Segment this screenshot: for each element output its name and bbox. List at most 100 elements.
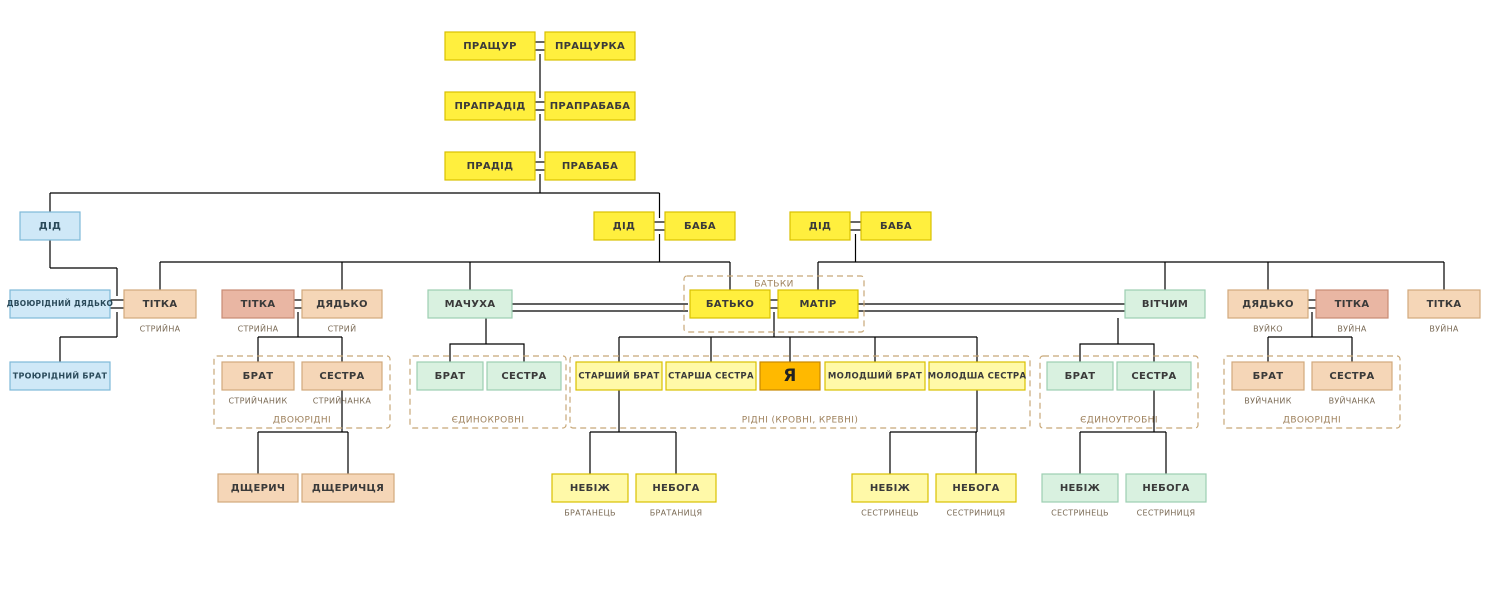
node-brat_dv_r: БРАТ ВУЙЧАНИК [1232, 362, 1304, 406]
node-nebizh3: НЕБІЖ СЕСТРИНЕЦЬ [1042, 474, 1118, 518]
node-sub-dyadko_r: ВУЙКО [1253, 323, 1283, 334]
node-label-dshcherych: ДЩЕРИЧ [231, 483, 286, 494]
node-label-st_brat: СТАРШИЙ БРАТ [578, 370, 659, 382]
node-label-dshcherychtsya: ДЩЕРИЧЦЯ [312, 483, 384, 494]
node-label-prashchur: ПРАЩУР [463, 41, 517, 52]
node-sestra_dv_l: СЕСТРА СТРИЙЧАНКА [302, 362, 382, 406]
node-label-neboga1: НЕБОГА [652, 483, 699, 494]
node-ya: Я [760, 362, 820, 390]
node-label-ya: Я [783, 366, 796, 386]
node-sub-brat_dv_l: СТРИЙЧАНИК [229, 395, 288, 406]
node-sub-titka_l2: СТРИЙНА [238, 323, 279, 334]
node-prapradid: ПРАПРАДІД [445, 92, 535, 120]
node-label-vitchym: ВІТЧИМ [1142, 299, 1188, 310]
node-troy_brat: ТРОЮРІДНИЙ БРАТ [10, 362, 110, 390]
node-label-praprababa: ПРАПРАБАБА [550, 101, 631, 112]
node-vitchym: ВІТЧИМ [1125, 290, 1205, 318]
node-sub-neboga2: СЕСТРИНИЦЯ [947, 509, 1006, 518]
node-sub-nebizh3: СЕСТРИНЕЦЬ [1051, 509, 1109, 518]
node-praprababa: ПРАПРАБАБА [545, 92, 635, 120]
node-label-batko: БАТЬКО [706, 299, 754, 310]
node-titka_r2: ТІТКАВУЙНА [1408, 290, 1480, 334]
node-label-st_sestra: СТАРША СЕСТРА [668, 372, 754, 382]
node-label-titka_l1: ТІТКА [143, 299, 178, 310]
node-titka_l1: ТІТКА СТРИЙНА [124, 290, 196, 334]
node-label-matir: МАТІР [799, 299, 836, 310]
node-sestra_dv_r: СЕСТРА ВУЙЧАНКА [1312, 362, 1392, 406]
node-label-dyadko_r: ДЯДЬКО [1242, 299, 1294, 310]
node-sub-brat_dv_r: ВУЙЧАНИК [1244, 395, 1291, 406]
node-dshcherychtsya: ДЩЕРИЧЦЯ [302, 474, 394, 502]
node-titka_r1: ТІТКА ВУЙНА [1316, 290, 1388, 334]
node-prababa: ПРАБАБА [545, 152, 635, 180]
node-label-machukha: МАЧУХА [445, 299, 496, 310]
node-matir: МАТІР [778, 290, 858, 318]
node-sub-neboga3: СЕСТРИНИЦЯ [1137, 509, 1196, 518]
group-label-g_dvoy_l: ДВОЮРІДНІ [273, 416, 331, 426]
node-label-sestra_eu: СЕСТРА [1131, 371, 1176, 382]
node-label-troy_brat: ТРОЮРІДНИЙ БРАТ [13, 370, 108, 381]
node-sub-titka_r2: ВУЙНА [1429, 323, 1459, 334]
node-neboga1: НЕБОГА БРАТАНИЦЯ [636, 474, 716, 518]
node-label-ml_sestra: МОЛОДША СЕСТРА [928, 372, 1027, 382]
node-sub-neboga1: БРАТАНИЦЯ [650, 509, 703, 518]
node-label-baba_m: БАБА [880, 221, 912, 232]
group-label-g_eu: ЄДИНОУТРОБНІ [1080, 416, 1158, 426]
node-label-sestra_dv_l: СЕСТРА [319, 371, 364, 382]
node-label-did_left: ДІД [39, 221, 61, 232]
node-st_brat: СТАРШИЙ БРАТ [576, 362, 662, 390]
node-sub-sestra_dv_l: СТРИЙЧАНКА [313, 395, 372, 406]
node-prashchurka: ПРАЩУРКА [545, 32, 635, 60]
node-titka_l2: ТІТКАСТРИЙНА [222, 290, 294, 334]
node-label-prapradid: ПРАПРАДІД [454, 101, 525, 112]
node-label-nebizh3: НЕБІЖ [1060, 483, 1101, 494]
node-sub-nebizh2: СЕСТРИНЕЦЬ [861, 509, 919, 518]
node-sestra_eu: СЕСТРА [1117, 362, 1191, 390]
node-sub-sestra_dv_r: ВУЙЧАНКА [1329, 395, 1376, 406]
node-machukha: МАЧУХА [428, 290, 512, 318]
node-sub-nebizh1: БРАТАНЕЦЬ [564, 509, 616, 518]
node-label-brat_dv_l: БРАТ [243, 371, 274, 382]
node-st_sestra: СТАРША СЕСТРА [666, 362, 756, 390]
group-label-g_dvoy_r: ДВОЮРІДНІ [1283, 416, 1341, 426]
node-label-pradid: ПРАДІД [467, 161, 514, 172]
node-label-neboga2: НЕБОГА [952, 483, 999, 494]
node-batko: БАТЬКО [690, 290, 770, 318]
node-neboga2: НЕБОГА СЕСТРИНИЦЯ [936, 474, 1016, 518]
node-brat_dv_l: БРАТ СТРИЙЧАНИК [222, 362, 294, 406]
node-dshcherych: ДЩЕРИЧ [218, 474, 298, 502]
node-did_left: ДІД [20, 212, 80, 240]
node-brat_eu: БРАТ [1047, 362, 1113, 390]
group-label-g_batky: БАТЬКИ [754, 280, 794, 290]
node-label-did_m: ДІД [809, 221, 831, 232]
node-label-did_f: ДІД [613, 221, 635, 232]
node-sestra_ek: СЕСТРА [487, 362, 561, 390]
node-label-prashchurka: ПРАЩУРКА [555, 41, 625, 52]
node-nebizh1: НЕБІЖ БРАТАНЕЦЬ [552, 474, 628, 518]
node-ml_sestra: МОЛОДША СЕСТРА [928, 362, 1027, 390]
node-label-neboga3: НЕБОГА [1142, 483, 1189, 494]
node-brat_ek: БРАТ [417, 362, 483, 390]
node-sub-dyadko_l: СТРИЙ [328, 323, 357, 334]
node-sub-titka_r1: ВУЙНА [1337, 323, 1367, 334]
node-label-titka_r1: ТІТКА [1335, 299, 1370, 310]
node-label-nebizh2: НЕБІЖ [870, 483, 911, 494]
node-did_m: ДІД [790, 212, 850, 240]
group-label-g_ek: ЄДИНОКРОВНІ [452, 416, 525, 426]
node-label-ml_brat: МОЛОДШИЙ БРАТ [828, 370, 922, 382]
node-label-dv_dyadko: ДВОЮРІДНИЙ ДЯДЬКО [7, 299, 113, 308]
node-label-brat_eu: БРАТ [1065, 371, 1096, 382]
node-prashchur: ПРАЩУР [445, 32, 535, 60]
node-label-sestra_ek: СЕСТРА [501, 371, 546, 382]
node-label-nebizh1: НЕБІЖ [570, 483, 611, 494]
node-dyadko_r: ДЯДЬКО ВУЙКО [1228, 290, 1308, 334]
node-dyadko_l: ДЯДЬКОСТРИЙ [302, 290, 382, 334]
node-label-brat_ek: БРАТ [435, 371, 466, 382]
node-dv_dyadko: ДВОЮРІДНИЙ ДЯДЬКО [7, 290, 113, 318]
node-sub-titka_l1: СТРИЙНА [140, 323, 181, 334]
node-ml_brat: МОЛОДШИЙ БРАТ [825, 362, 925, 390]
node-label-prababa: ПРАБАБА [562, 161, 618, 172]
node-neboga3: НЕБОГА СЕСТРИНИЦЯ [1126, 474, 1206, 518]
node-label-brat_dv_r: БРАТ [1253, 371, 1284, 382]
node-label-sestra_dv_r: СЕСТРА [1329, 371, 1374, 382]
